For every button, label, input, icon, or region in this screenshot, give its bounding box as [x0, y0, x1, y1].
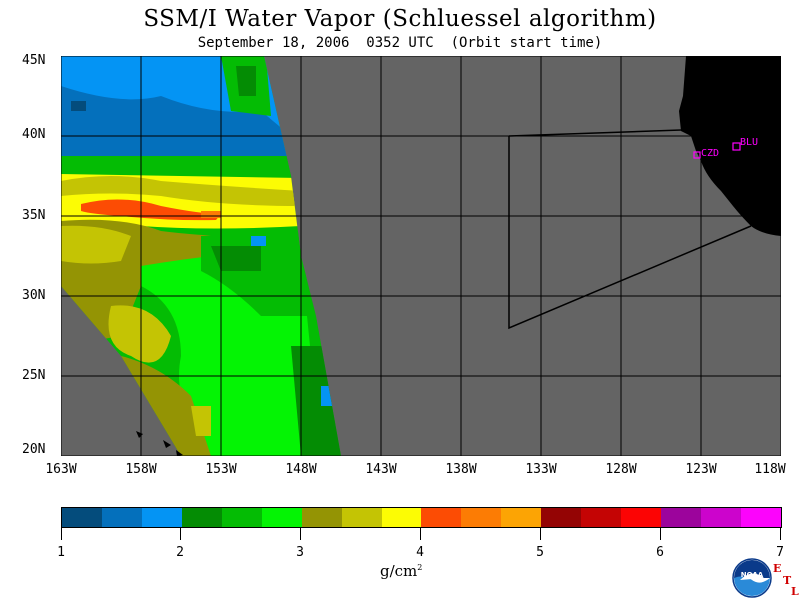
colorbar-tick-label: 4: [416, 545, 424, 560]
colorbar: [61, 507, 782, 528]
colorbar-segment: [541, 508, 582, 527]
colorbar-tick-mark: [61, 528, 62, 540]
colorbar-tick-mark: [180, 528, 181, 540]
lon-label: 163W: [45, 462, 77, 477]
colorbar-segment: [101, 508, 142, 527]
colorbar-tick-label: 1: [57, 545, 65, 560]
etl-letter: T: [783, 574, 792, 587]
colorbar-segment: [261, 508, 302, 527]
map-grid: [61, 56, 781, 456]
colorbar-segment: [740, 508, 781, 527]
california-landmass: [679, 56, 781, 236]
lat-label: 20N: [22, 442, 46, 457]
station-czd-label: CZD: [701, 148, 719, 159]
lat-label: 35N: [22, 208, 46, 223]
water-vapor-map: CZD BLU: [61, 56, 781, 456]
lon-label: 123W: [685, 462, 717, 477]
etl-letter: L: [791, 585, 799, 598]
colorbar-tick-mark: [540, 528, 541, 540]
chart-subtitle: September 18, 2006 0352 UTC (Orbit start…: [197, 35, 603, 51]
colorbar-tick-mark: [300, 528, 301, 540]
etl-letter: E: [773, 562, 782, 575]
lon-label: 133W: [525, 462, 557, 477]
colorbar-tick-label: 5: [536, 545, 544, 560]
lat-label: 25N: [22, 368, 46, 383]
colorbar-tick-label: 6: [656, 545, 664, 560]
noaa-logo-text: NOAA: [741, 571, 764, 579]
colorbar-segment: [581, 508, 622, 527]
colorbar-segment: [341, 508, 382, 527]
colorbar-segment: [221, 508, 262, 527]
colorbar-segment: [62, 508, 102, 527]
colorbar-segment: [181, 508, 222, 527]
colorbar-segment: [461, 508, 502, 527]
lon-label: 153W: [205, 462, 237, 477]
lat-label: 40N: [22, 127, 46, 142]
lon-label: 158W: [125, 462, 157, 477]
station-blu: BLU: [732, 137, 758, 151]
chart-title: SSM/I Water Vapor (Schluessel algorithm): [143, 6, 657, 32]
colorbar-segment: [381, 508, 422, 527]
station-czd: CZD: [693, 148, 719, 159]
lon-label: 148W: [285, 462, 317, 477]
lon-label: 138W: [445, 462, 477, 477]
station-blu-label: BLU: [740, 137, 758, 148]
lat-label: 45N: [22, 53, 46, 68]
colorbar-units: g/cm2: [380, 562, 423, 580]
colorbar-segment: [661, 508, 701, 527]
lon-label: 118W: [754, 462, 786, 477]
lon-label: 143W: [365, 462, 397, 477]
colorbar-tick-mark: [420, 528, 421, 540]
colorbar-tick-mark: [660, 528, 661, 540]
noaa-logo: NOAA: [732, 558, 772, 598]
colorbar-segment: [421, 508, 462, 527]
lon-label: 128W: [605, 462, 637, 477]
colorbar-segment: [501, 508, 542, 527]
colorbar-tick-label: 3: [296, 545, 304, 560]
colorbar-tick-label: 7: [776, 545, 784, 560]
colorbar-segment: [141, 508, 182, 527]
colorbar-tick-mark: [780, 528, 781, 540]
colorbar-segment: [621, 508, 662, 527]
lat-label: 30N: [22, 288, 46, 303]
flight-track: [508, 129, 752, 330]
colorbar-segment: [701, 508, 741, 527]
colorbar-segment: [301, 508, 342, 527]
colorbar-tick-label: 2: [176, 545, 184, 560]
